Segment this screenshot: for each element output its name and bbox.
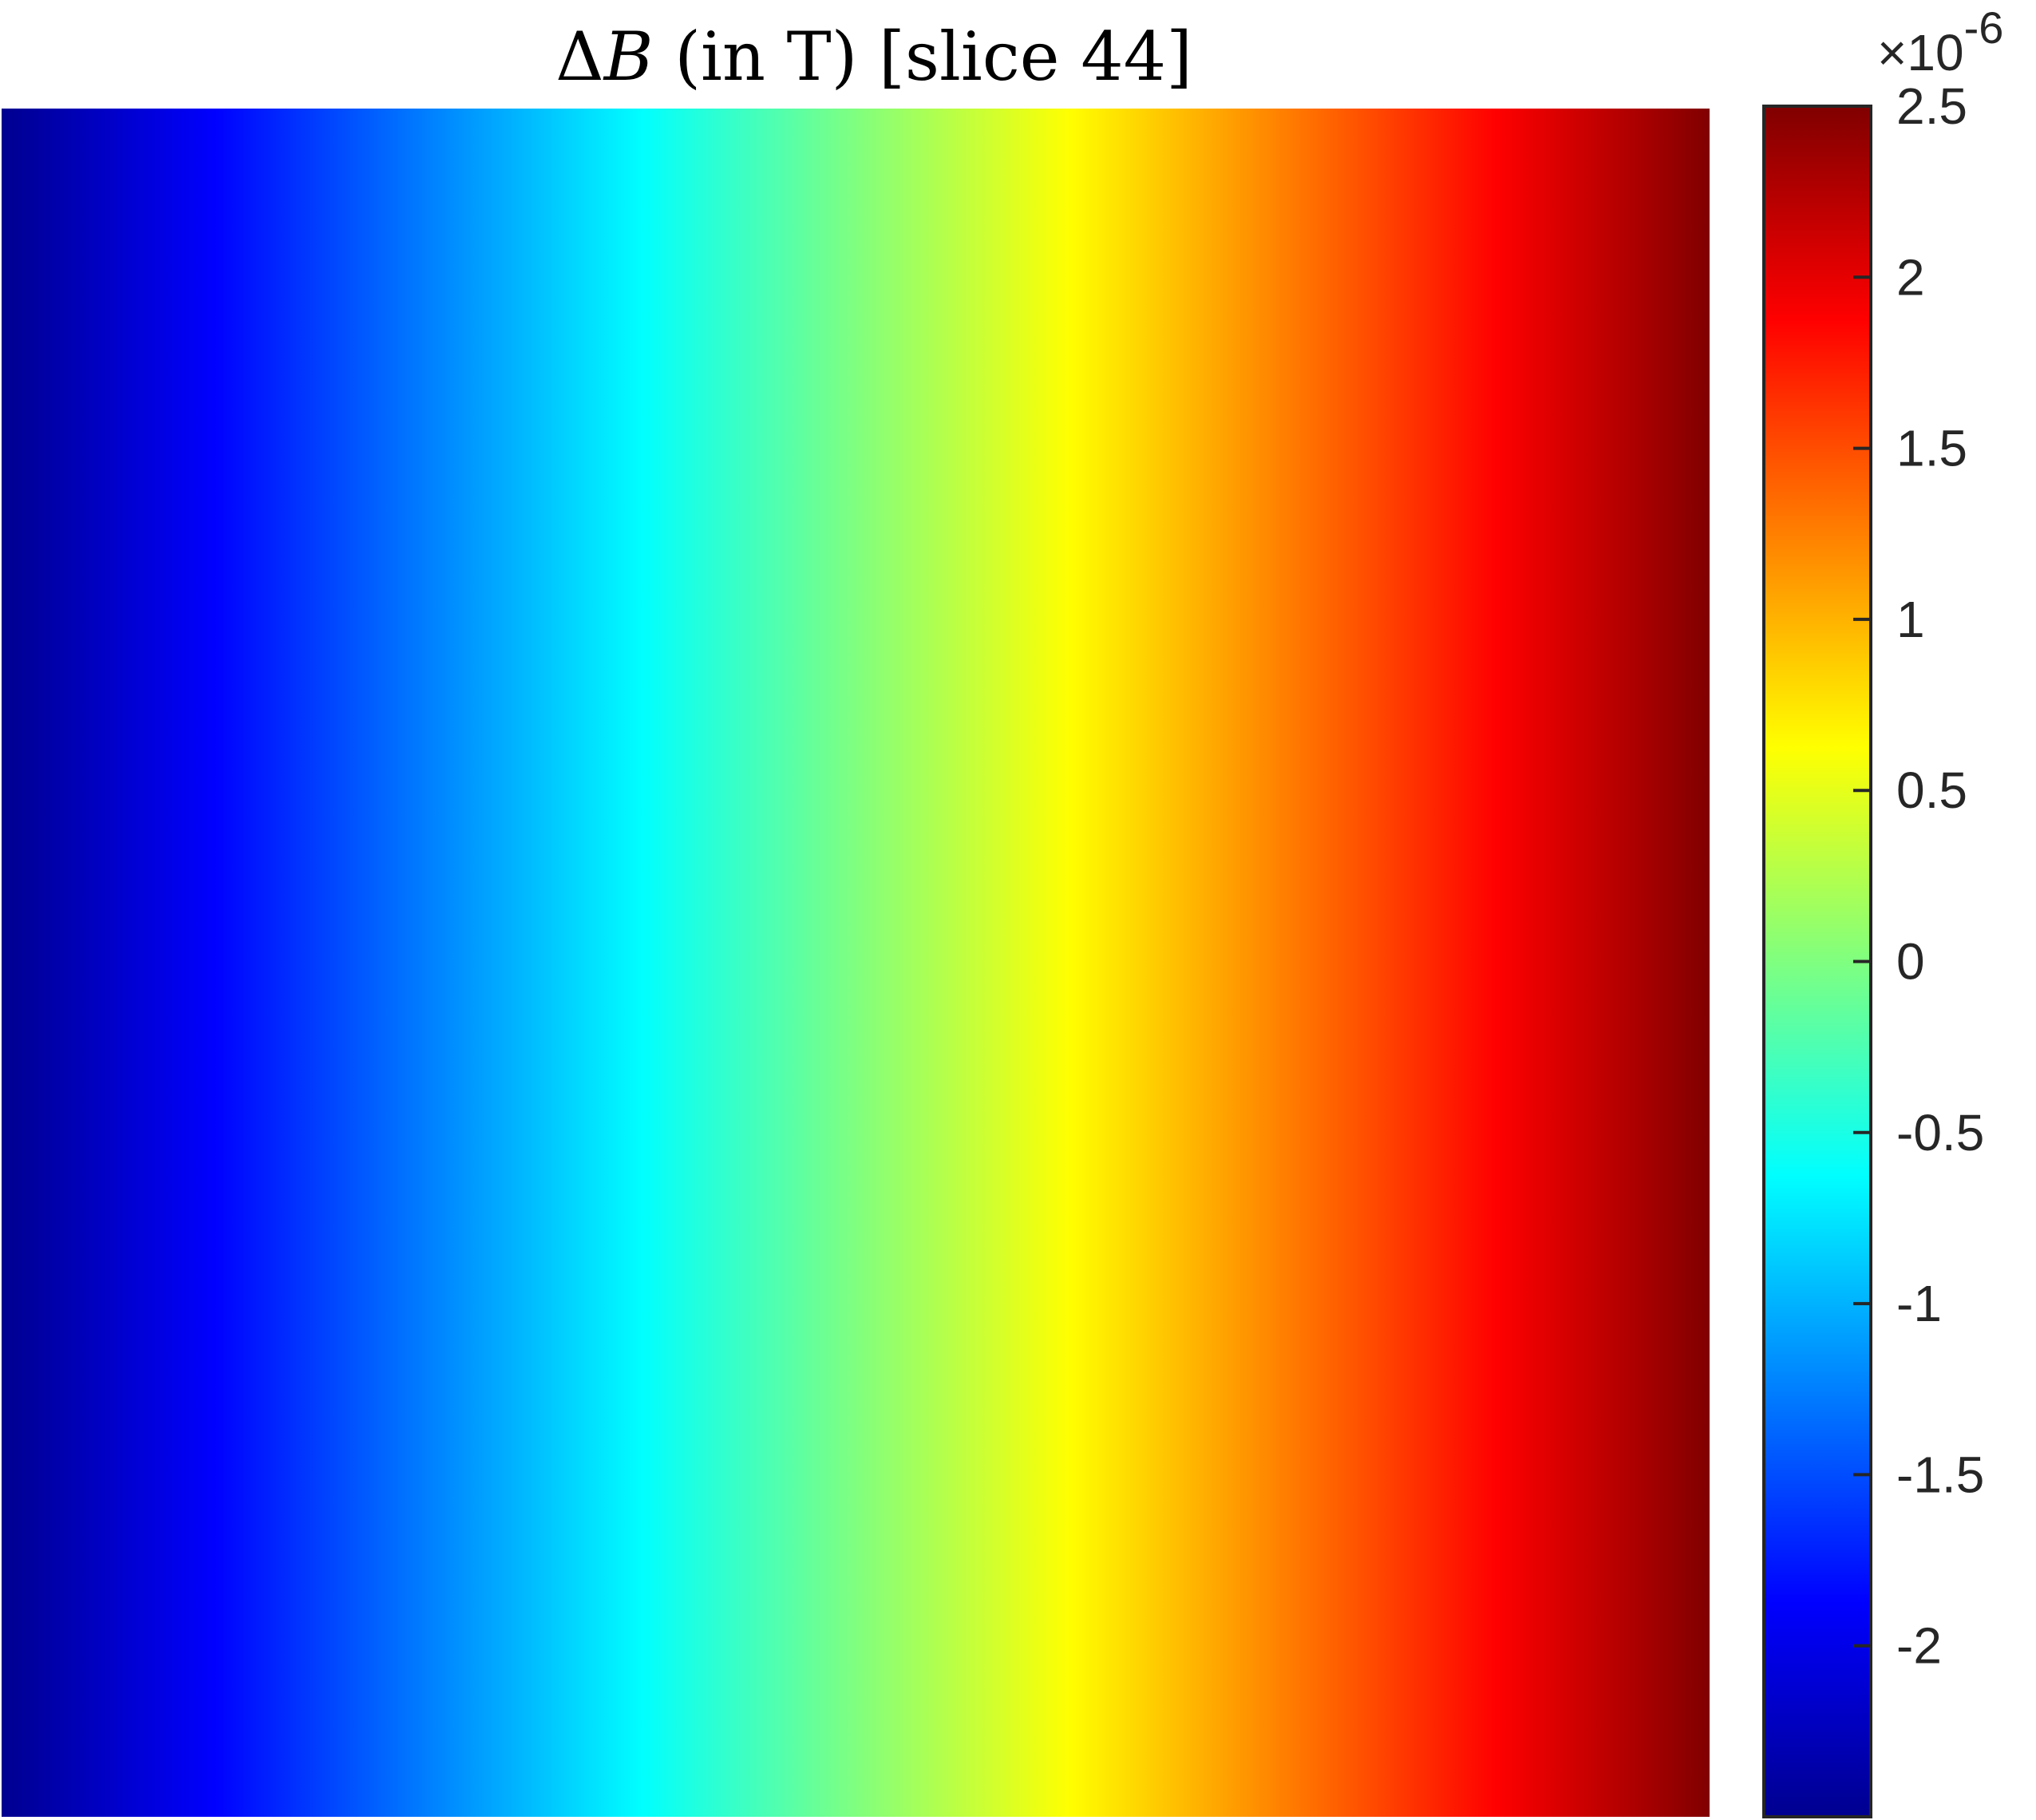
- colorbar-tick-label: -0.5: [1896, 1104, 1984, 1161]
- colorbar-tick-label: 0.5: [1896, 762, 1967, 819]
- colorbar-tick-label: 0: [1896, 933, 1925, 991]
- colorbar-tick-label: 2.5: [1896, 77, 1967, 135]
- colorbar-tick-label: -1: [1896, 1275, 1942, 1332]
- colorbar-tick-label: 1.5: [1896, 420, 1967, 477]
- chart-title: ΔB (in T) [slice 44]: [555, 18, 1192, 96]
- colorbar-tick-label: 1: [1896, 591, 1925, 648]
- colorbar-tick-label: -1.5: [1896, 1446, 1984, 1503]
- heatmap-field: [2, 109, 1710, 1817]
- colorbar-gradient-bar: [1764, 106, 1871, 1817]
- colorbar-tick-label: -2: [1896, 1617, 1942, 1675]
- colorbar-ticks: -2 -1.5 -1 -0.5 0 0.5 1 1.5 2 2.5: [1853, 77, 1984, 1675]
- colorbar-tick-label: 2: [1896, 248, 1925, 306]
- colorbar-exponent: ×10-6: [1877, 2, 2003, 81]
